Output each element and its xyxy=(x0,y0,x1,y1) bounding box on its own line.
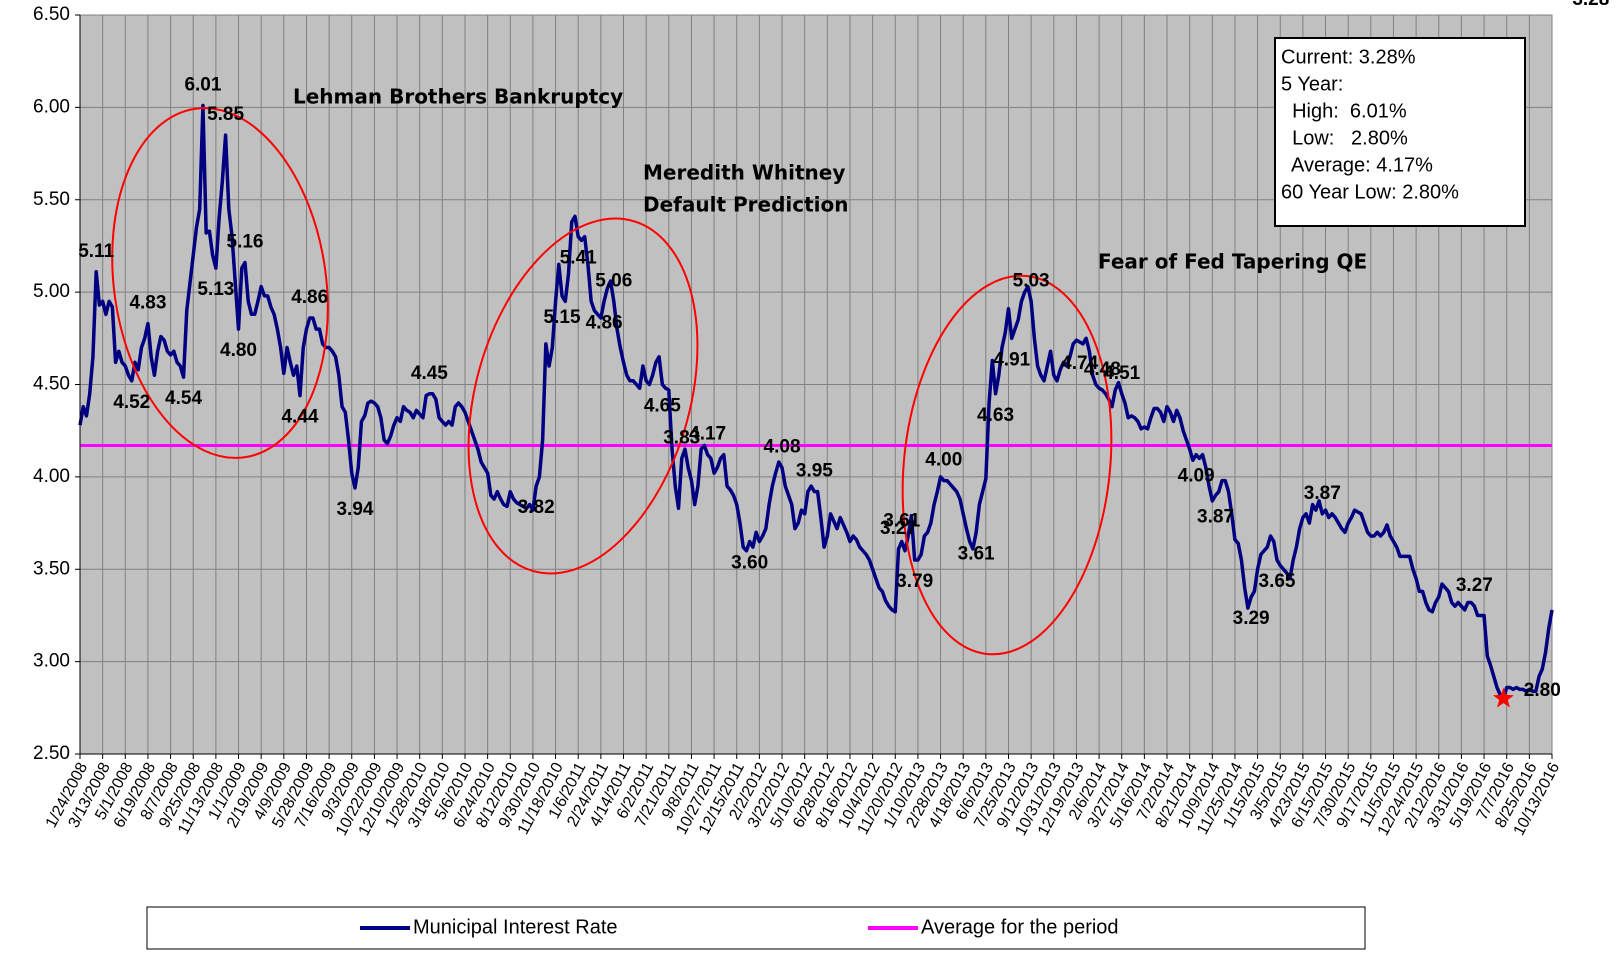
data-label: 4.08 xyxy=(764,437,801,458)
data-label: 3.94 xyxy=(336,499,373,520)
data-label: 4.52 xyxy=(113,392,150,413)
data-label: 3.79 xyxy=(896,571,933,592)
y-tick-label: 2.50 xyxy=(33,743,70,764)
data-label: 4.54 xyxy=(165,388,202,409)
y-tick-label: 4.50 xyxy=(33,374,70,395)
data-label: 3.29 xyxy=(1233,608,1270,629)
data-label: 4.65 xyxy=(644,396,681,417)
data-label: 4.83 xyxy=(129,293,166,314)
info-line: Current: 3.28% xyxy=(1281,46,1416,68)
y-tick-label: 6.00 xyxy=(33,96,70,117)
data-label: 5.11 xyxy=(78,241,114,262)
data-label: 5.85 xyxy=(207,104,244,125)
data-label: 4.86 xyxy=(291,287,328,308)
y-tick-label: 5.50 xyxy=(33,189,70,210)
info-line: 60 Year Low: 2.80% xyxy=(1281,181,1459,203)
annotation: Default Prediction xyxy=(643,193,849,217)
data-label: 5.03 xyxy=(1013,270,1050,291)
min-marker xyxy=(1493,687,1514,708)
data-label: 4.44 xyxy=(281,407,318,428)
data-label: 3.27 xyxy=(1456,575,1493,596)
data-label: 5.15 xyxy=(544,307,581,328)
data-label: 4.80 xyxy=(220,340,257,361)
data-label: 3.95 xyxy=(796,461,833,482)
data-label: 4.17 xyxy=(689,424,726,445)
highlight-ellipse xyxy=(901,274,1113,656)
data-label: 4.51 xyxy=(1103,363,1140,384)
y-tick-label: 3.50 xyxy=(33,558,70,579)
info-line: Low: 2.80% xyxy=(1281,127,1408,149)
data-label: 3.82 xyxy=(518,497,555,518)
data-label: 3.61 xyxy=(883,511,920,532)
annotation: Fear of Fed Tapering QE xyxy=(1098,250,1367,274)
info-line: High: 6.01% xyxy=(1281,100,1407,122)
data-label: 6.01 xyxy=(184,75,221,96)
info-line: 5 Year: xyxy=(1281,73,1343,95)
legend-label: Municipal Interest Rate xyxy=(413,916,618,938)
data-label: 4.63 xyxy=(977,405,1014,426)
data-label: 4.48 xyxy=(1084,359,1121,380)
y-tick-label: 3.00 xyxy=(33,651,70,672)
data-label: 4.09 xyxy=(1178,466,1215,487)
data-label: 5.16 xyxy=(227,232,264,253)
y-tick-label: 4.00 xyxy=(33,466,70,487)
data-label: 4.45 xyxy=(411,363,448,384)
data-label: 3.27 xyxy=(880,518,917,539)
data-label: 3.87 xyxy=(1197,506,1234,527)
data-label: 3.28 xyxy=(1572,0,1609,10)
data-label: 2.80 xyxy=(1524,680,1561,701)
data-label: 3.65 xyxy=(1259,571,1296,592)
highlight-ellipse xyxy=(467,217,699,575)
legend-items: Municipal Interest Rate Average for the p… xyxy=(360,916,1119,938)
annotation: Meredith Whitney xyxy=(643,161,845,185)
data-label: 3.61 xyxy=(958,543,995,564)
data-label: 3.60 xyxy=(731,553,768,574)
info-line: Average: 4.17% xyxy=(1281,154,1433,176)
data-label: 4.91 xyxy=(993,349,1030,370)
data-label: 4.00 xyxy=(925,450,962,471)
info-text: Current: 3.28% 5 Year: High: 6.01% Low: 2… xyxy=(1281,46,1459,203)
data-label: 3.87 xyxy=(1304,483,1341,504)
legend xyxy=(146,906,1366,950)
y-tick-label: 5.00 xyxy=(33,281,70,302)
data-label: 4.74 xyxy=(1061,353,1098,374)
legend-label: Average for the period xyxy=(921,916,1119,938)
data-label: 3.83 xyxy=(663,427,700,448)
data-label: 5.06 xyxy=(595,270,632,291)
highlight-ellipse xyxy=(111,107,329,459)
info-box xyxy=(1274,37,1526,227)
data-label: 4.86 xyxy=(586,312,623,333)
data-label: 5.41 xyxy=(560,248,597,269)
y-tick-label: 6.50 xyxy=(33,4,70,25)
annotation: Lehman Brothers Bankruptcy xyxy=(293,85,623,109)
data-label: 5.13 xyxy=(197,279,234,300)
